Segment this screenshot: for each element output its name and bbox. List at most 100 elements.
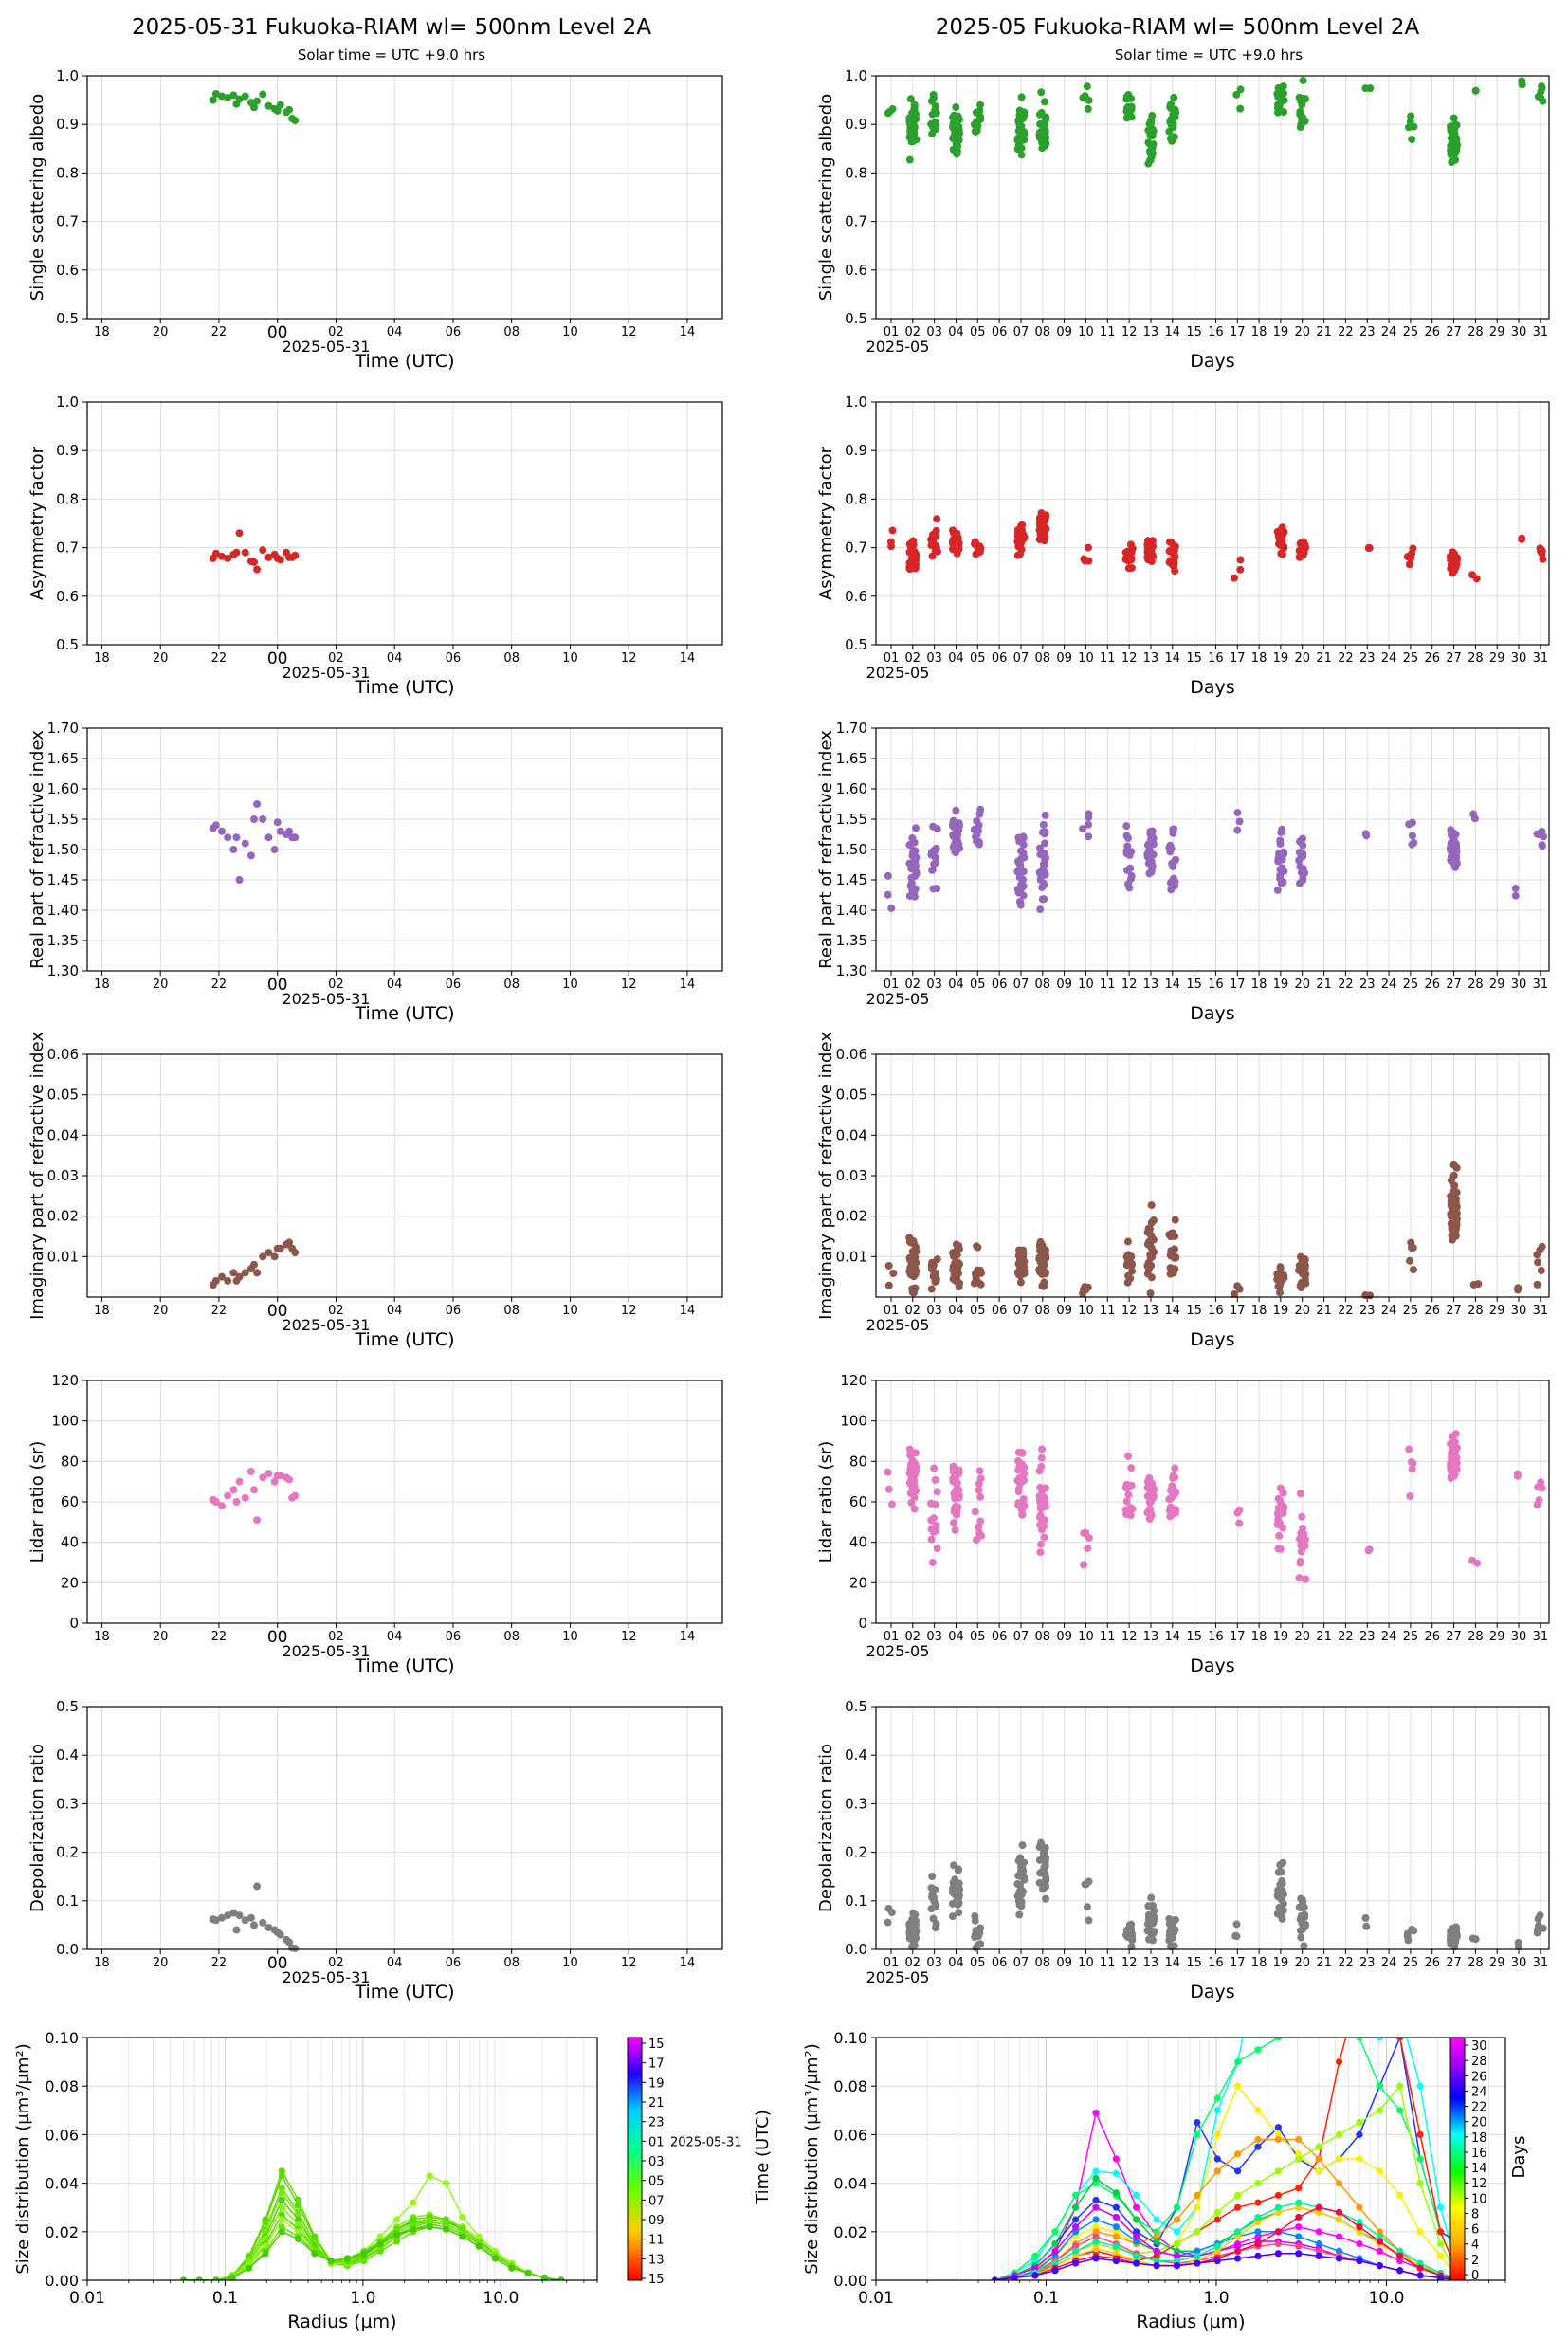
series-point: [1396, 2107, 1404, 2114]
y-tick-label: 0.5: [56, 1698, 79, 1715]
series-point: [1071, 2259, 1080, 2267]
data-point: [276, 827, 284, 835]
y-tick-label: 0.3: [56, 1795, 79, 1812]
data-point: [1300, 1942, 1308, 1950]
series-point: [1153, 2252, 1160, 2259]
x-axis-label: Time (UTC): [354, 1003, 454, 1024]
date-label: 2025-05: [866, 664, 930, 682]
series-point: [1396, 2247, 1404, 2255]
x-tick-label: 21: [1316, 325, 1332, 339]
data-point: [908, 833, 917, 842]
x-tick-label: 06: [992, 651, 1008, 666]
data-point: [1450, 1191, 1459, 1199]
data-point: [1040, 121, 1048, 130]
data-point: [1037, 1453, 1046, 1462]
data-point: [1042, 1855, 1050, 1863]
series-point: [1254, 2252, 1262, 2259]
x-tick-label: 10.0: [483, 2289, 519, 2308]
x-tick-label: 07: [1013, 651, 1030, 666]
series-point: [278, 2211, 285, 2219]
data-point: [954, 843, 962, 851]
data-point: [264, 1470, 273, 1478]
x-tick-label: 20: [1294, 1304, 1310, 1318]
x-tick-label: 08: [503, 1956, 520, 1970]
series-point: [1213, 2094, 1221, 2102]
colorbar-tick-label: 4: [1471, 2239, 1479, 2253]
d_ssa-panel: 18 20 22 00 02 04 06 08 10 12 14 0.5 0.6 0.7 0.8 0.9 1.0…: [27, 67, 723, 372]
series-point: [278, 2172, 285, 2180]
data-point: [905, 119, 914, 127]
series-point: [410, 2221, 417, 2228]
data-point: [887, 1909, 896, 1917]
data-point: [948, 1912, 957, 1921]
series-point: [426, 2218, 433, 2226]
data-point: [905, 1934, 914, 1943]
data-point: [1017, 144, 1026, 153]
date-label: 2025-05: [866, 1642, 930, 1660]
x-tick-label: 06: [446, 1304, 462, 1318]
x-tick-label: 28: [1468, 1304, 1484, 1318]
series-point: [1194, 2228, 1201, 2236]
data-point: [1143, 537, 1152, 545]
series-point: [1092, 2174, 1100, 2183]
series-point: [1274, 2124, 1282, 2131]
x-tick-label: 06: [992, 325, 1008, 339]
series-point: [311, 2250, 319, 2258]
series-point: [1396, 2267, 1404, 2275]
data-point: [1040, 1533, 1048, 1542]
x-tick-label: 00: [267, 1628, 288, 1647]
series-point: [294, 2221, 302, 2228]
data-point: [910, 1286, 919, 1294]
data-point: [259, 815, 267, 823]
x-tick-label: 07: [1013, 1956, 1030, 1970]
data-point: [1123, 866, 1132, 874]
data-point: [1276, 1880, 1285, 1889]
colorbar-tick-label: 30: [1471, 2039, 1487, 2054]
data-point: [1533, 830, 1541, 838]
series-point: [1071, 2216, 1080, 2223]
x-tick-label: 01: [884, 651, 900, 666]
data-point: [1405, 1445, 1413, 1453]
y-tick-label: 1.55: [47, 811, 79, 828]
x-tick-label: 11: [1100, 1956, 1116, 1970]
data-point: [1171, 113, 1179, 121]
data-point: [907, 862, 916, 870]
x-tick-label: 09: [1056, 651, 1072, 666]
data-point: [1296, 1557, 1304, 1565]
data-point: [1513, 1470, 1522, 1478]
data-point: [1019, 109, 1028, 118]
x-tick-label: 10: [1078, 325, 1094, 339]
data-point: [1447, 831, 1455, 839]
data-point: [1019, 849, 1028, 857]
data-point: [235, 529, 244, 538]
x-tick-label: 04: [387, 1630, 403, 1644]
data-point: [259, 1252, 267, 1261]
series-point: [459, 2213, 466, 2221]
x-tick-label: 22: [1338, 651, 1354, 666]
x-tick-label: 04: [387, 651, 403, 666]
data-point: [1014, 1485, 1023, 1493]
x-tick-label: 09: [1056, 1630, 1072, 1644]
x-tick-label: 18: [94, 978, 110, 992]
data-point: [1277, 879, 1285, 887]
colorbar-tick-label: 24: [1471, 2085, 1487, 2099]
data-point: [1408, 1925, 1416, 1933]
data-point: [1277, 1911, 1285, 1920]
series-point: [1213, 2257, 1221, 2265]
data-point: [1017, 93, 1026, 101]
x-tick-label: 08: [503, 1304, 520, 1318]
x-tick-label: 29: [1489, 1304, 1505, 1318]
data-point: [241, 1916, 249, 1925]
series-point: [1356, 2130, 1363, 2138]
data-point: [1149, 1486, 1158, 1494]
data-point: [209, 1281, 217, 1289]
x-tick-label: 1.0: [350, 2289, 375, 2308]
data-point: [253, 800, 262, 808]
data-point: [1301, 1275, 1309, 1284]
data-point: [1232, 1920, 1241, 1929]
data-point: [1124, 564, 1133, 573]
x-tick-label: 10: [1078, 1304, 1094, 1318]
data-point: [1020, 1858, 1029, 1867]
data-point: [1124, 1251, 1133, 1259]
x-tick-label: 22: [211, 1630, 228, 1644]
